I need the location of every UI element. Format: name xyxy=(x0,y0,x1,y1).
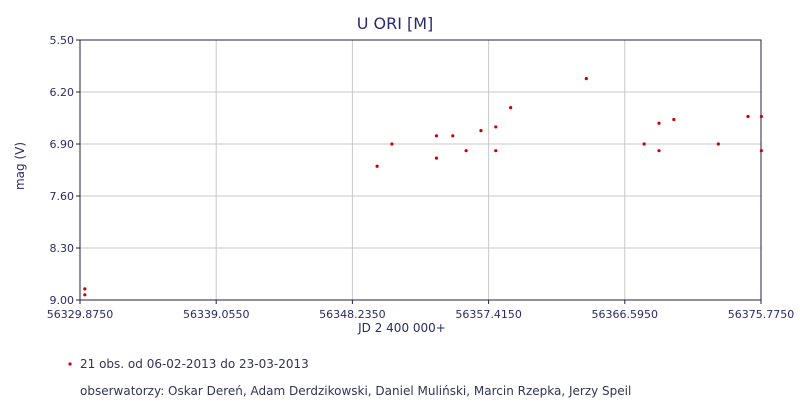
x-tick-label: 56348.2350 xyxy=(319,308,385,321)
data-point xyxy=(716,142,720,146)
data-point xyxy=(642,142,646,146)
x-tick-label: 56375.7750 xyxy=(728,308,794,321)
data-point xyxy=(759,114,763,119)
data-point xyxy=(672,117,676,122)
data-point xyxy=(584,77,588,81)
legend-summary: 21 obs. od 06-02-2013 do 23-03-2013 xyxy=(80,357,309,371)
plot-frame xyxy=(79,39,762,301)
data-points xyxy=(83,77,763,297)
observers-line: obserwatorzy: Oskar Dereń, Adam Derdziko… xyxy=(80,384,631,398)
data-point xyxy=(83,293,87,297)
chart-title: U ORI [M] xyxy=(357,14,434,33)
y-tick-label: 6.90 xyxy=(50,138,75,151)
data-point xyxy=(746,114,750,119)
data-point xyxy=(451,134,455,138)
x-tick-label: 56366.5950 xyxy=(592,308,658,321)
data-point xyxy=(759,149,763,153)
data-point xyxy=(390,142,394,146)
x-tick-label: 56329.8750 xyxy=(47,308,113,321)
data-point xyxy=(375,164,379,168)
y-tick-label: 5.50 xyxy=(50,34,75,47)
data-point xyxy=(83,287,87,291)
data-point xyxy=(479,129,483,133)
legend-marker xyxy=(68,362,72,366)
x-axis-label: JD 2 400 000+ xyxy=(357,321,446,335)
data-point xyxy=(434,134,439,138)
grid xyxy=(80,40,761,300)
y-axis: 5.50 6.20 6.90 7.60 8.30 9.00 xyxy=(50,34,80,307)
data-point xyxy=(509,106,513,110)
x-tick-label: 56357.4150 xyxy=(455,308,521,321)
x-axis: 56329.8750 56339.0550 56348.2350 56357.4150… xyxy=(47,300,794,321)
y-axis-label: mag (V) xyxy=(13,142,27,190)
x-tick-label: 56339.0550 xyxy=(183,308,249,321)
y-tick-label: 9.00 xyxy=(50,294,75,307)
y-tick-label: 6.20 xyxy=(50,86,75,99)
data-point xyxy=(464,149,468,153)
y-tick-label: 8.30 xyxy=(50,242,75,255)
data-point xyxy=(434,156,439,160)
data-point xyxy=(657,149,661,153)
data-point xyxy=(657,121,661,125)
y-tick-label: 7.60 xyxy=(50,190,75,203)
data-point xyxy=(494,149,498,153)
data-point xyxy=(494,125,498,129)
